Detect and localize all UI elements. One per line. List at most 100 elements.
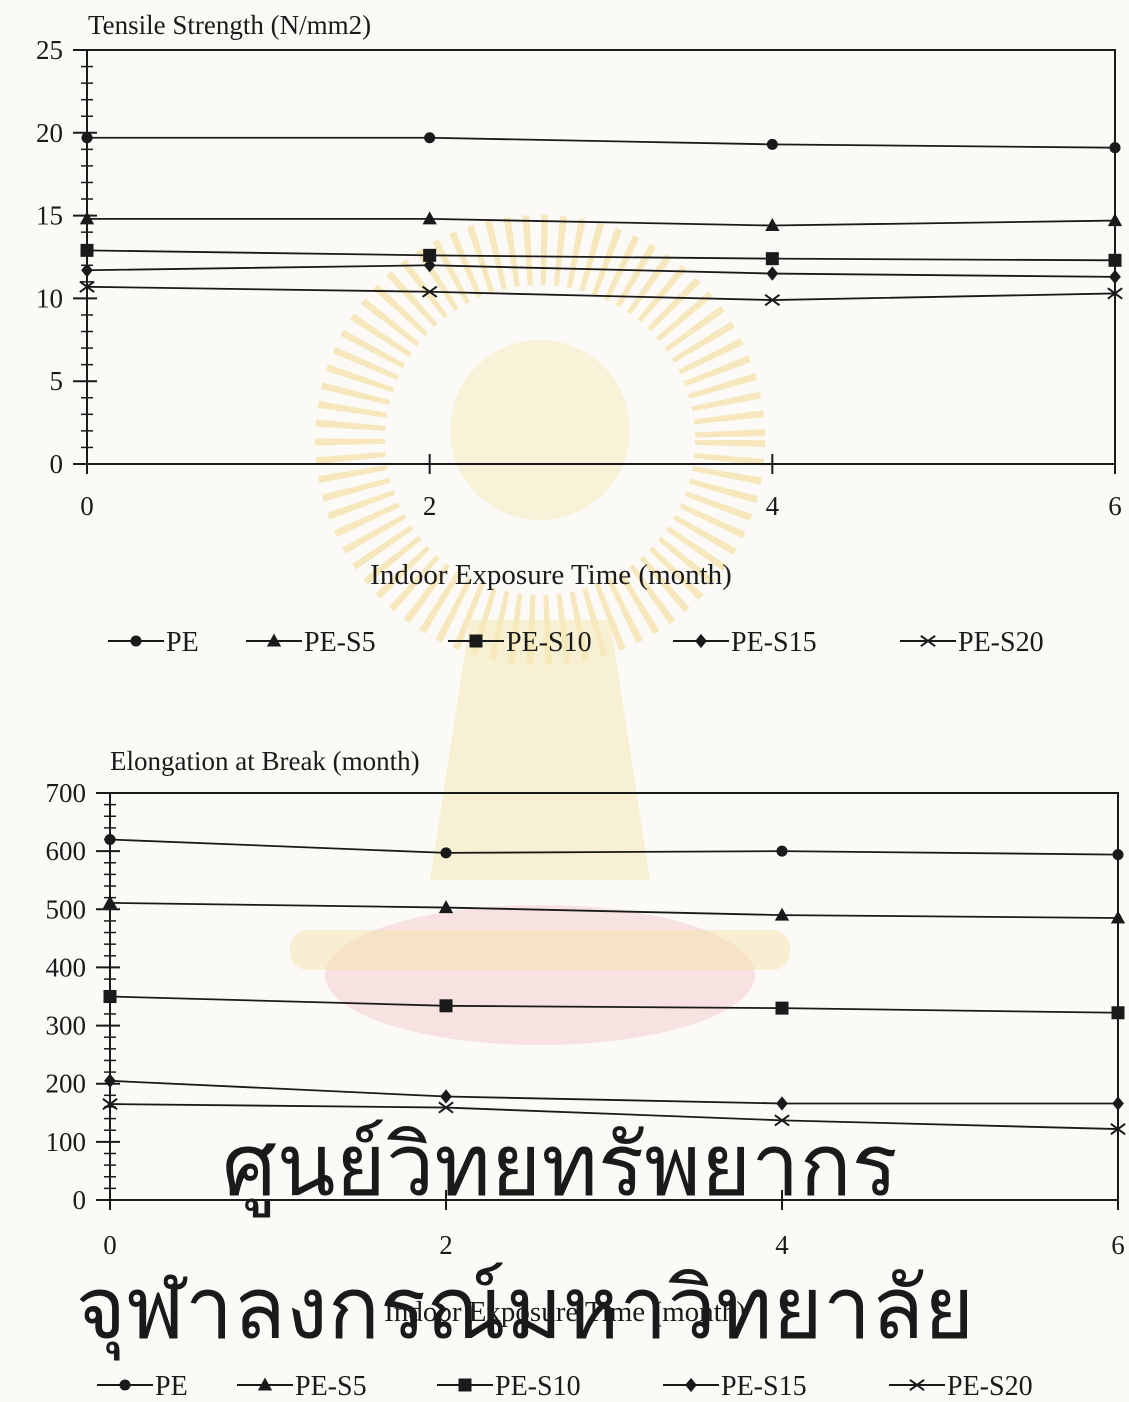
data-point [79,211,95,225]
data-point [1112,849,1124,861]
data-point [1109,142,1121,154]
legend-label: PE-S15 [721,1371,807,1402]
data-point [438,1101,454,1114]
series-pe-s10 [103,990,1125,1020]
legend-item-pe-s20: PE-S20 [900,627,1044,658]
data-point [439,999,453,1013]
y-tick-label: 600 [46,836,87,866]
plot-area: 0 100 200 300 400 500 600 700 0 2 4 6 [46,778,1126,1260]
x-axis-label: Indoor Exposure Time (month) [384,1296,746,1328]
series-line [109,901,1119,919]
data-point [764,294,781,307]
data-point [438,900,454,914]
legend-marker [257,1377,273,1391]
data-point [1107,213,1123,227]
legend: PE PE-S5 PE-S10 PE-S15 PE-S20 [108,627,1044,658]
y-tick-label: 100 [46,1127,87,1157]
data-point [1112,1096,1124,1111]
series-pe [81,132,1121,154]
x-tick-label: 6 [1111,1230,1125,1260]
series-line [109,1103,1119,1130]
legend-label: PE-S5 [295,1371,367,1402]
series-pe-s10 [80,243,1122,267]
x-tick-label: 2 [423,491,437,521]
data-point [765,218,780,232]
chart-title: Tensile Strength (N/mm2) [88,10,371,40]
data-point [766,138,778,150]
data-point [104,833,116,846]
data-point [422,211,437,225]
legend-item-pe-s5: PE-S5 [246,627,376,658]
legend: PE PE-S5 PE-S10 PE-S15 PE-S20 [97,1371,1033,1402]
x-tick-label: 4 [766,491,780,521]
chart-title: Elongation at Break (month) [110,746,420,776]
legend-marker [695,633,707,649]
legend-item-pe-s10: PE-S10 [448,627,592,658]
legend-label: PE [155,1371,188,1402]
legend-marker [119,1379,131,1391]
plot-area: 0 5 10 15 20 25 0 2 4 6 [36,35,1123,521]
data-point [774,907,790,921]
plot-frame [109,792,1119,1201]
series-line [109,995,1119,1014]
legend-marker [266,633,282,647]
x-tick-label: 0 [103,1230,117,1260]
x-tick-label: 0 [80,491,94,521]
legend-item-pe: PE [97,1371,188,1402]
data-point [1110,910,1126,924]
y-tick-label: 400 [46,952,87,982]
y-tick-label: 5 [50,366,64,396]
x-tick-label: 2 [439,1230,453,1260]
data-point [102,1098,118,1111]
legend-label: PE-S5 [304,627,376,658]
legend-marker [685,1377,697,1393]
y-tick-label: 700 [46,778,87,808]
y-tick-label: 25 [36,35,63,65]
legend-label: PE-S20 [958,627,1044,658]
series-line [86,249,1116,262]
legend-item-pe-s10: PE-S10 [437,1371,581,1402]
data-point [766,266,779,281]
data-point [440,1089,452,1104]
series-line [87,218,1116,227]
data-point [81,132,93,144]
series-line [109,1079,1118,1105]
legend-label: PE-S15 [731,627,817,658]
data-point [79,280,95,293]
data-point [1107,287,1123,300]
y-tick-label: 20 [36,118,63,148]
data-point [102,895,118,909]
data-point [423,258,436,273]
legend-item-pe: PE [108,627,199,658]
data-point [1108,253,1122,267]
y-tick-label: 10 [36,283,63,313]
data-point [421,285,438,298]
x-tick-label: 4 [775,1230,789,1260]
data-point [103,990,117,1003]
data-point [1109,269,1121,285]
y-tick-label: 500 [46,894,87,924]
y-tick-label: 15 [36,201,63,231]
legend-item-pe-s15: PE-S15 [673,627,817,658]
data-point [424,132,436,144]
legend-item-pe-s5: PE-S5 [237,1371,367,1402]
y-tick-label: 300 [46,1011,87,1041]
legend-marker [469,634,483,648]
series-pe-s20 [79,280,1123,307]
y-tick-label: 0 [50,449,64,479]
legend-item-pe-s15: PE-S15 [663,1371,807,1402]
series-line [86,285,1116,301]
legend-item-pe-s20: PE-S20 [889,1371,1033,1402]
series-line [86,264,1116,278]
data-point [440,847,452,859]
data-point [423,248,437,262]
legend-label: PE-S10 [506,627,592,658]
y-tick-label: 200 [46,1069,87,1099]
data-point [776,1096,788,1111]
series-pe-s15 [81,258,1121,285]
legend-label: PE-S20 [947,1371,1033,1402]
data-point [81,263,93,278]
legend-label: PE-S10 [495,1371,581,1402]
